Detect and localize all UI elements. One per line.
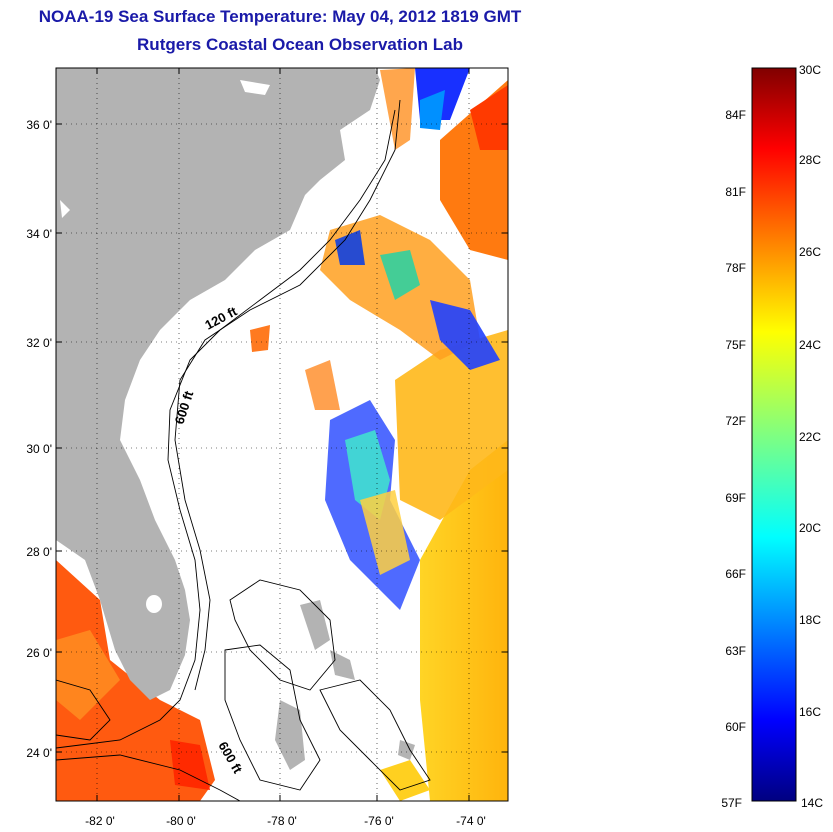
lat-label: 34 0' — [26, 227, 52, 241]
lon-label: -82 0' — [85, 814, 115, 828]
fahrenheit-label: 72F — [725, 414, 746, 428]
celsius-label: 16C — [799, 705, 821, 719]
lat-label: 30 0' — [26, 442, 52, 456]
lat-label: 36 0' — [26, 118, 52, 132]
fahrenheit-label: 81F — [725, 185, 746, 199]
lon-label: -74 0' — [456, 814, 486, 828]
celsius-label: 14C — [801, 796, 823, 810]
celsius-label: 28C — [799, 153, 821, 167]
lat-label: 24 0' — [26, 746, 52, 760]
lon-label: -78 0' — [267, 814, 297, 828]
bathymetry-contours — [56, 99, 431, 801]
celsius-label: 18C — [799, 613, 821, 627]
latitude-labels: 36 0' 34 0' 32 0' 30 0' 28 0' 26 0' 24 0… — [26, 118, 52, 760]
lat-label: 32 0' — [26, 336, 52, 350]
map-area — [56, 68, 508, 801]
colorbar-gradient — [751, 67, 797, 802]
land — [56, 68, 415, 770]
sst-data — [56, 68, 508, 801]
lat-lon-grid — [56, 68, 508, 801]
fahrenheit-label: 75F — [725, 338, 746, 352]
map-subtitle: Rutgers Coastal Ocean Observation Lab — [137, 35, 463, 54]
colorbar: 30C 28C 26C 24C 22C 20C 18C 16C 14C 84F … — [721, 63, 823, 810]
fahrenheit-label: 69F — [725, 491, 746, 505]
axis-ticks — [56, 68, 508, 801]
celsius-label: 22C — [799, 430, 821, 444]
celsius-label: 20C — [799, 521, 821, 535]
colorbar-fahrenheit-labels: 84F 81F 78F 75F 72F 69F 66F 63F 60F 57F — [721, 108, 746, 810]
celsius-label: 26C — [799, 245, 821, 259]
fahrenheit-label: 63F — [725, 644, 746, 658]
lat-label: 26 0' — [26, 646, 52, 660]
lat-label: 28 0' — [26, 545, 52, 559]
colorbar-celsius-labels: 30C 28C 26C 24C 22C 20C 18C 16C 14C — [799, 63, 823, 810]
celsius-label: 30C — [799, 63, 821, 77]
fahrenheit-label: 57F — [721, 796, 742, 810]
longitude-labels: -82 0' -80 0' -78 0' -76 0' -74 0' — [85, 814, 486, 828]
fahrenheit-label: 84F — [725, 108, 746, 122]
map-title: NOAA-19 Sea Surface Temperature: May 04,… — [38, 7, 522, 26]
lon-label: -76 0' — [364, 814, 394, 828]
map-frame — [55, 67, 509, 802]
lon-label: -80 0' — [166, 814, 196, 828]
celsius-label: 24C — [799, 338, 821, 352]
fahrenheit-label: 60F — [725, 720, 746, 734]
fahrenheit-label: 66F — [725, 567, 746, 581]
fahrenheit-label: 78F — [725, 261, 746, 275]
